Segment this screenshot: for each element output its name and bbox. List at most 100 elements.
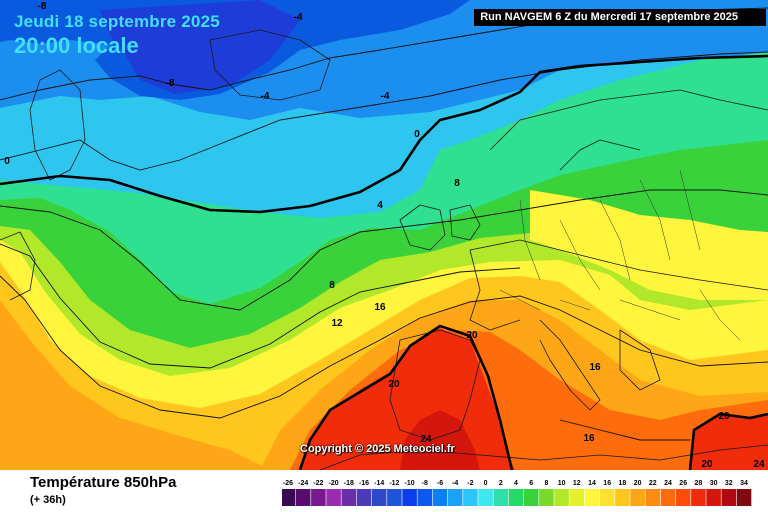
- scale-swatch-13: [478, 489, 493, 506]
- scale-swatch-9: [417, 489, 433, 506]
- scale-swatch-28: [706, 489, 721, 506]
- forecast-lead-time: (+ 36h): [30, 494, 66, 506]
- contour-label-9: 8: [329, 280, 335, 291]
- scale-label-24: 22: [649, 480, 657, 487]
- scale-swatch-21: [599, 489, 615, 506]
- contour-labels: -8 -4 -8 -4 -4 0 0 8 4 8 12 16 20 20 16 24 16 20 20 24: [4, 1, 765, 470]
- country-borders: [499, 169, 741, 341]
- scale-label-28: 30: [710, 480, 718, 487]
- scale-label-15: 4: [514, 480, 518, 487]
- scale-label-27: 28: [695, 480, 703, 487]
- contour-label-2: -8: [166, 78, 175, 89]
- contour-label-11: 16: [374, 302, 386, 313]
- scale-swatch-4: [341, 489, 357, 506]
- temperature-color-scale: -26 -24 -22 -20 -18 -16 -14 -12 -10 -8 -6 -4 -2 0 2 4 6 8…: [282, 480, 752, 506]
- contour-label-18: 20: [701, 459, 713, 470]
- scale-swatch-26: [675, 489, 691, 506]
- scale-label-16: 6: [529, 480, 533, 487]
- band-darkest-blue: [100, 0, 300, 94]
- scale-label-21: 16: [603, 480, 611, 487]
- scale-label-11: -4: [452, 480, 458, 487]
- scale-label-12: -2: [467, 480, 473, 487]
- field-title: Température 850hPa: [30, 474, 177, 491]
- scale-swatch-2: [311, 489, 326, 506]
- band-yellow-east: [530, 190, 768, 300]
- contour-label-12: 20: [466, 330, 478, 341]
- scale-labels: -26 -24 -22 -20 -18 -16 -14 -12 -10 -8 -6 -4 -2 0 2 4 6 8…: [283, 480, 748, 487]
- scale-swatch-24: [645, 489, 661, 506]
- contour-label-19: 24: [753, 459, 765, 470]
- forecast-date: Jeudi 18 septembre 2025: [14, 12, 220, 31]
- contour-label-8: 4: [377, 200, 383, 211]
- scale-swatch-0: [282, 489, 296, 506]
- scale-label-9: -8: [422, 480, 428, 487]
- scale-label-5: -16: [359, 480, 369, 487]
- scale-swatch-19: [569, 489, 585, 506]
- scale-label-18: 10: [558, 480, 566, 487]
- band-red-east: [690, 415, 768, 470]
- map-footer: Température 850hPa (+ 36h) -26 -24 -22 -20-…: [0, 470, 768, 512]
- contour-label-17: 20: [718, 411, 730, 422]
- contour-label-0: -8: [38, 1, 47, 12]
- scale-swatch-17: [539, 489, 554, 506]
- scale-label-7: -12: [389, 480, 399, 487]
- scale-swatch-22: [615, 489, 630, 506]
- scale-swatch-3: [326, 489, 341, 506]
- scale-label-17: 8: [544, 480, 548, 487]
- scale-swatch-20: [584, 489, 600, 506]
- scale-label-30: 34: [740, 480, 748, 487]
- scale-swatches: [282, 489, 752, 506]
- scale-label-22: 18: [619, 480, 627, 487]
- scale-label-3: -20: [329, 480, 339, 487]
- scale-label-14: 2: [499, 480, 503, 487]
- scale-swatch-23: [630, 489, 645, 506]
- scale-swatch-29: [721, 489, 737, 506]
- contour-label-6: 0: [4, 156, 10, 167]
- scale-swatch-5: [356, 489, 372, 506]
- contour-label-5: 0: [414, 129, 420, 140]
- scale-swatch-11: [447, 489, 463, 506]
- contour-label-4: -4: [381, 91, 390, 102]
- scale-swatch-7: [387, 489, 402, 506]
- scale-swatch-16: [523, 489, 539, 506]
- contour-label-14: 16: [589, 362, 601, 373]
- scale-label-29: 32: [725, 480, 733, 487]
- scale-label-6: -14: [374, 480, 384, 487]
- scale-label-10: -6: [437, 480, 443, 487]
- scale-swatch-6: [371, 489, 387, 506]
- band-orange: [0, 300, 270, 470]
- key-isotherms: [0, 54, 768, 470]
- contour-label-3: -4: [261, 91, 270, 102]
- scale-label-19: 12: [573, 480, 581, 487]
- model-run-banner: Run NAVGEM 6 Z du Mercredi 17 septembre …: [474, 9, 766, 26]
- temperature-map: -8 -4 -8 -4 -4 0 0 8 4 8 12 16 20 20 16 24 16 20 20 24: [0, 0, 768, 470]
- copyright-notice: Copyright © 2025 Meteociel.fr: [300, 443, 455, 455]
- scale-label-26: 26: [679, 480, 687, 487]
- scale-swatch-27: [691, 489, 706, 506]
- scale-label-2: -22: [313, 480, 323, 487]
- scale-label-0: -26: [283, 480, 293, 487]
- scale-swatch-1: [295, 489, 311, 506]
- scale-swatch-10: [432, 489, 448, 506]
- scale-label-13: 0: [484, 480, 488, 487]
- scale-swatch-30: [736, 489, 752, 506]
- band-deep-red-spain: [400, 410, 480, 470]
- scale-label-1: -24: [298, 480, 308, 487]
- coastlines: [0, 29, 768, 470]
- forecast-local-time: 20:00 locale: [14, 33, 139, 58]
- contour-label-7: 8: [454, 178, 460, 189]
- contour-label-15: 24: [420, 434, 432, 445]
- scale-label-8: -10: [405, 480, 415, 487]
- scale-swatch-14: [493, 489, 509, 506]
- scale-label-25: 24: [664, 480, 672, 487]
- scale-swatch-18: [554, 489, 569, 506]
- scale-swatch-8: [402, 489, 417, 506]
- scale-label-4: -18: [344, 480, 354, 487]
- scale-swatch-25: [660, 489, 676, 506]
- scale-swatch-15: [508, 489, 524, 506]
- contour-label-1: -4: [294, 12, 303, 23]
- scale-label-20: 14: [588, 480, 596, 487]
- scale-label-23: 20: [634, 480, 642, 487]
- contour-label-13: 20: [388, 379, 400, 390]
